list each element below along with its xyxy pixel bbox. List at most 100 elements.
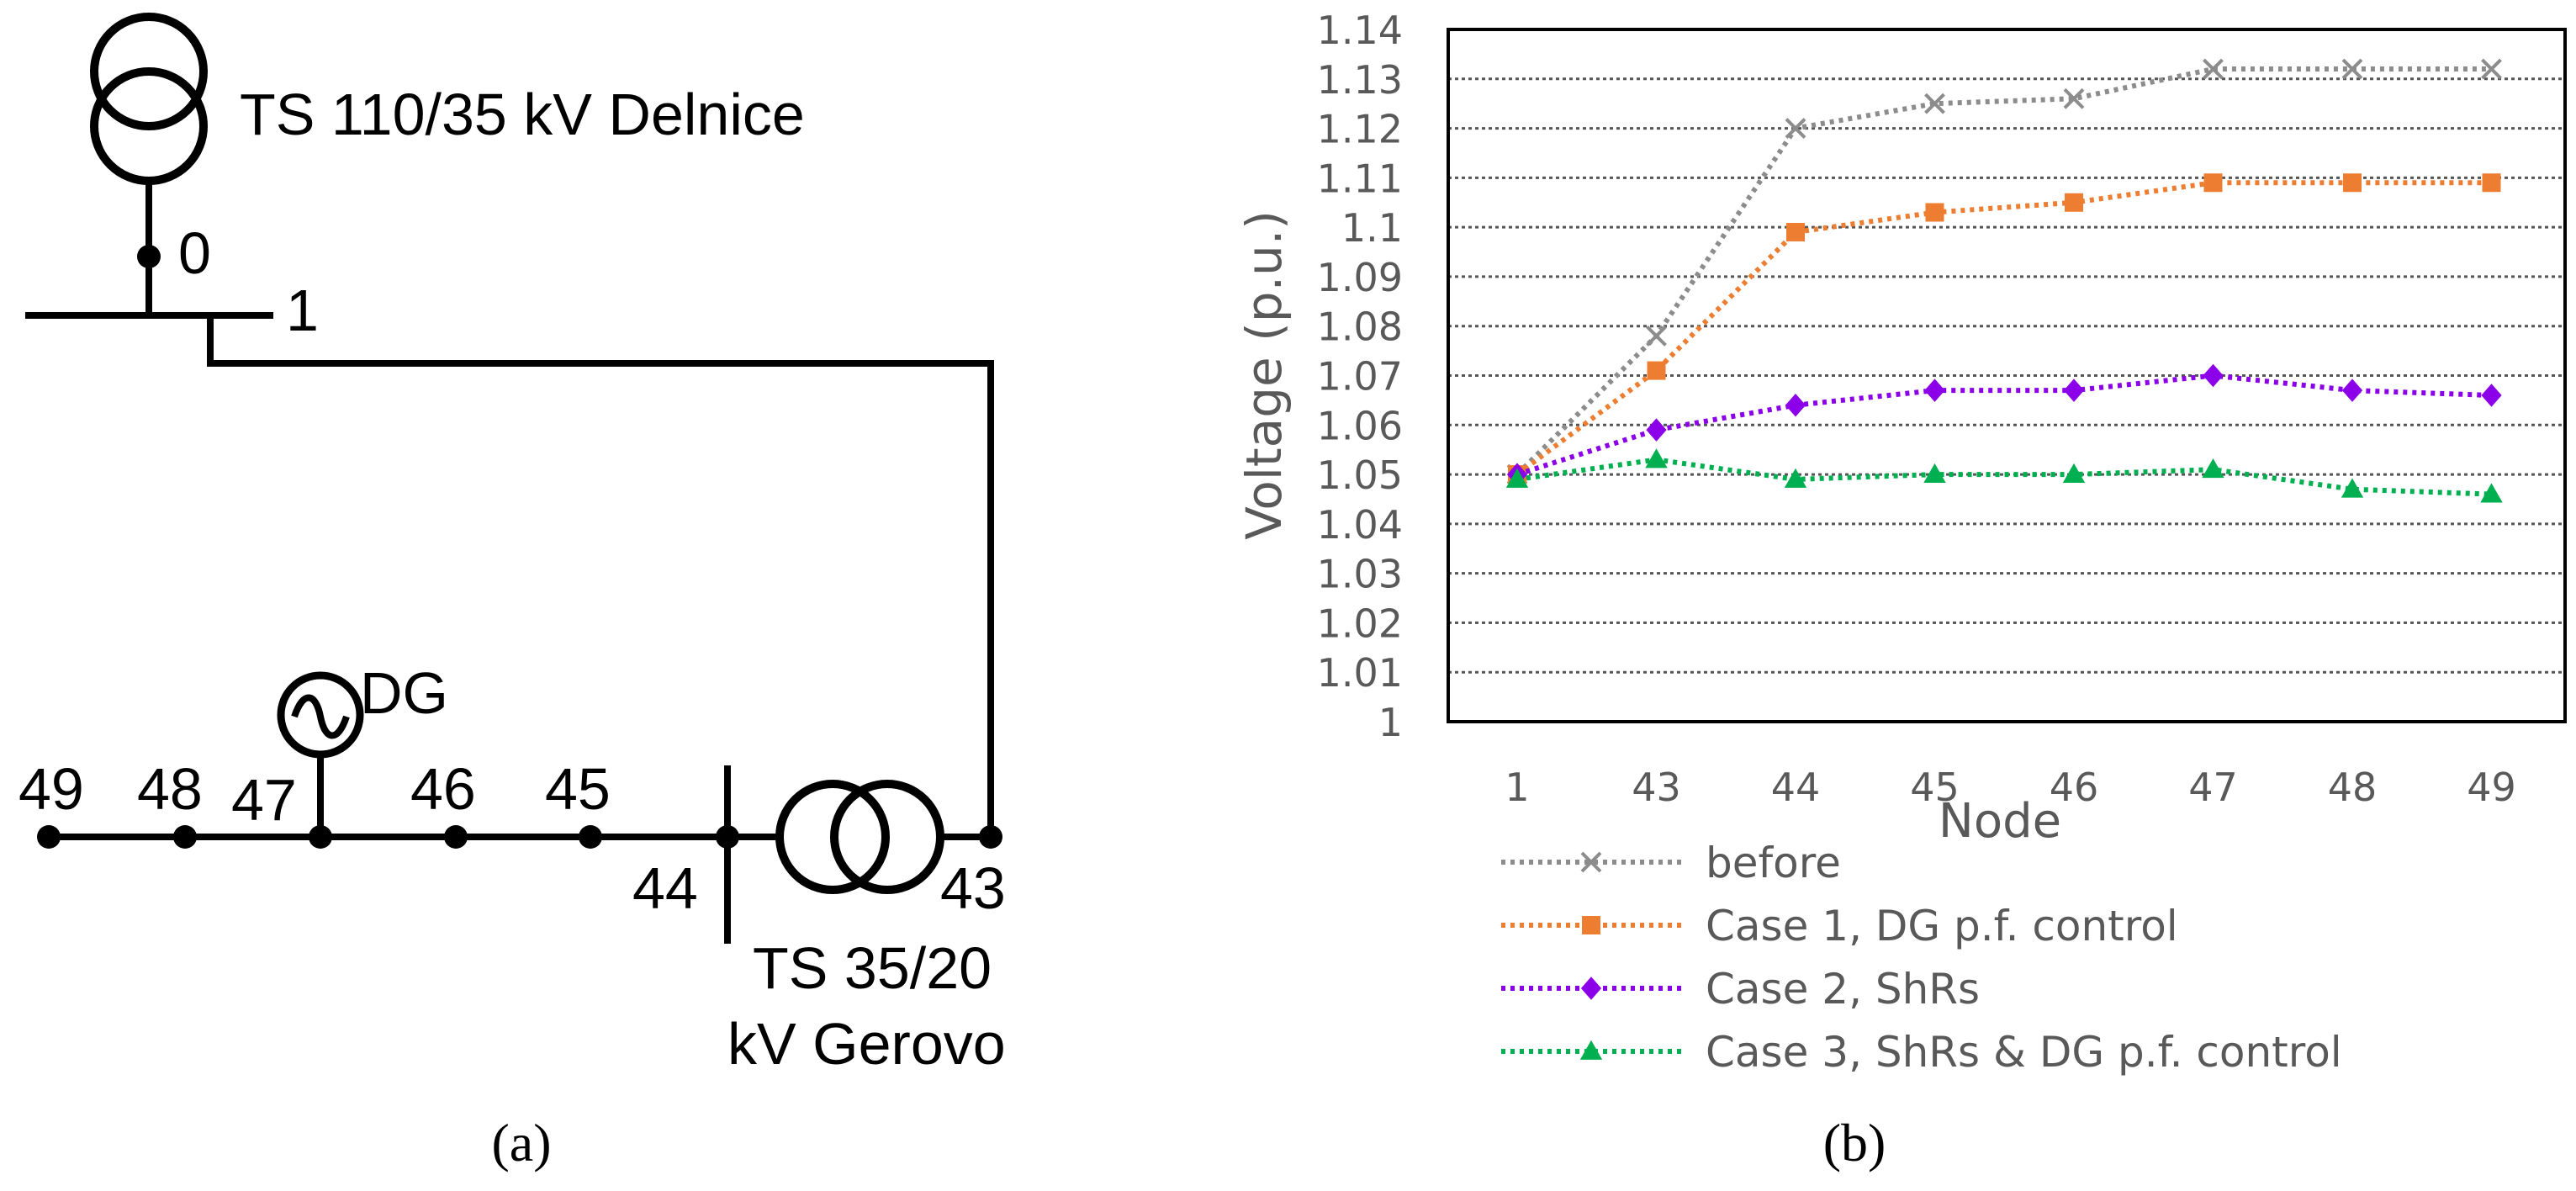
y-tick-label: 1.06 [1317,403,1403,448]
x-tick-labels: 1 43 44 45 46 47 48 49 [1505,765,2515,810]
marker-x [1924,93,1945,114]
y-tick-label: 1.08 [1317,304,1403,350]
panel-label-b: (b) [1823,1113,1886,1172]
node-45-dot [579,825,602,849]
transformer-top-upper-coil [90,13,208,130]
marker-diamond [2481,384,2502,407]
marker-diamond [1646,418,1667,442]
x-tick-label: 43 [1632,765,1681,810]
node-1-label: 1 [286,278,319,343]
legend-label: Case 2, ShRs [1706,965,1980,1014]
marker-diamond [2203,363,2224,388]
transformer-bottom-right-coil [830,780,944,894]
marker-square [2482,173,2501,193]
series-layer [1505,58,2503,503]
y-tick-label: 1.02 [1317,601,1403,646]
y-tick-label: 1.14 [1317,8,1403,53]
legend-item: before [1501,839,1841,887]
marker-triangle [1645,448,1668,468]
marker-x [1646,326,1667,347]
marker-diamond [1785,394,1806,417]
dg-label: DG [360,660,448,726]
legend-label: Case 3, ShRs & DG p.f. control [1706,1028,2342,1077]
panel-label-a: (a) [491,1113,551,1172]
marker-diamond [1924,378,1945,402]
legend-label: Case 1, DG p.f. control [1706,902,2178,950]
single-line-diagram: TS 110/35 kV Delnice 0 1 43 TS 35/20 kV … [19,13,1006,1172]
y-tick-label: 1.01 [1317,650,1403,696]
series-line [1516,373,2492,477]
ts-bottom-label-line1: TS 35/20 [753,935,992,1001]
marker-square [1925,203,1944,222]
series-1 [1506,58,2502,485]
marker-x [2481,58,2502,80]
marker-square [1786,223,1805,242]
x-tick-label: 45 [1910,765,1960,810]
series-4 [1505,448,2503,503]
x-tick-label: 49 [2467,765,2516,810]
node-48-dot [173,825,197,849]
marker-square [1647,361,1666,380]
node-0-dot [137,245,161,268]
dg-sine-icon [291,694,350,739]
x-tick-label: 48 [2328,765,2378,810]
node-0-label: 0 [178,220,211,286]
y-tick-label: 1 [1378,700,1403,745]
marker-x [1580,851,1602,873]
marker-triangle [1505,468,1529,488]
y-tick-label: 1.12 [1317,107,1403,152]
marker-triangle [1579,1040,1603,1060]
legend: before Case 1, DG p.f. control Case 2, ShR… [1501,839,2342,1077]
feeder-line-1-43 [207,315,994,837]
legend-label: before [1706,839,1841,887]
y-tick-label: 1.1 [1341,205,1403,251]
y-axis-title: Voltage (p.u.) [1235,210,1293,540]
marker-x [2341,58,2363,80]
y-tick-label: 1.05 [1317,453,1403,498]
series-line [1515,66,2492,477]
marker-square [2203,173,2223,193]
y-tick-label: 1.07 [1317,354,1403,400]
legend-item: Case 1, DG p.f. control [1501,902,2178,950]
marker-square [2065,193,2083,212]
node-45-label: 45 [545,756,611,822]
series-line [1515,180,2492,477]
series-line [1516,457,2492,497]
y-tick-labels: 11.011.021.031.041.051.061.071.081.091.1… [1317,8,1403,745]
marker-triangle [2341,478,2364,498]
marker-triangle [1784,468,1807,488]
ts-bottom-label-line2: kV Gerovo [727,1011,1006,1077]
marker-triangle [2480,483,2503,503]
node-48-label: 48 [137,756,203,822]
y-tick-label: 1.09 [1317,255,1403,300]
marker-x [2063,87,2085,109]
marker-diamond [2063,378,2085,402]
marker-triangle [2062,463,2086,483]
legend-item: Case 3, ShRs & DG p.f. control [1501,1028,2342,1077]
legend-item: Case 2, ShRs [1501,965,1980,1014]
node-43-label: 43 [940,855,1006,921]
marker-square [2343,173,2362,193]
marker-x [2203,58,2224,80]
y-tick-label: 1.13 [1317,57,1403,103]
marker-diamond [1580,977,1602,1000]
node-44-label: 44 [632,855,698,921]
node-49-label: 49 [19,756,84,822]
ts-top-label: TS 110/35 kV Delnice [240,82,805,147]
node-49-dot [37,825,61,849]
y-tick-label: 1.03 [1317,552,1403,597]
marker-square [1582,916,1600,934]
x-axis-title: Node [1939,794,2061,849]
x-tick-label: 47 [2188,765,2238,810]
x-tick-label: 44 [1771,765,1821,810]
marker-triangle [1923,463,1946,483]
series-3 [1506,363,2502,486]
plot-area-border [1447,28,2567,723]
x-tick-label: 1 [1505,765,1529,810]
y-tick-label: 1.04 [1317,502,1403,548]
node-47-label: 47 [231,767,297,833]
marker-triangle [2202,458,2224,479]
marker-x [1785,118,1806,139]
node-46-dot [444,825,468,849]
